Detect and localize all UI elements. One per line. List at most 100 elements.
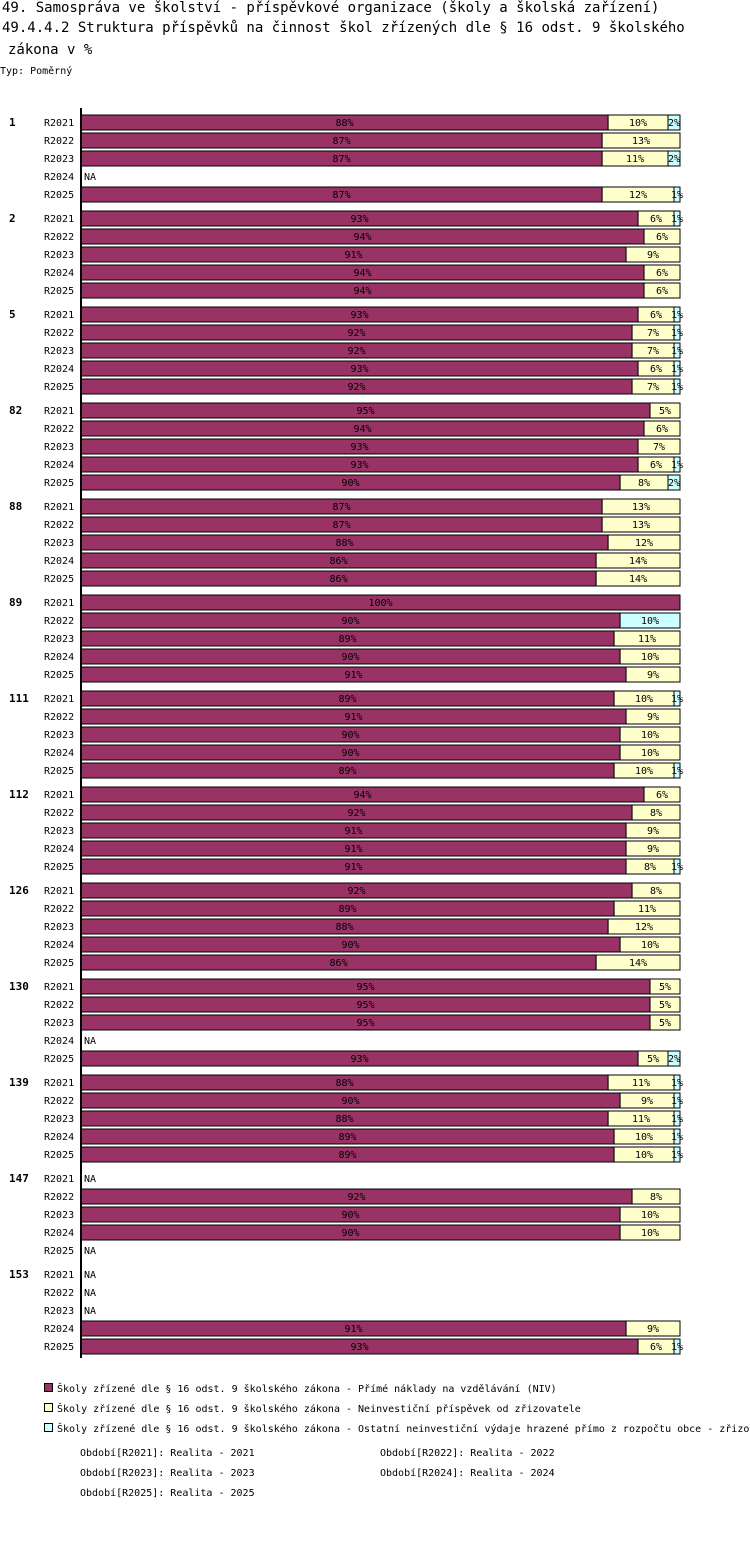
bar-segment-130-R2025-s2 — [667, 1050, 681, 1067]
data-label-1-R2021-s2: 2% — [668, 118, 680, 129]
data-label-1-R2021-s0: 88% — [336, 118, 354, 129]
period-label-5-R2024: R2024 — [44, 364, 74, 375]
bar-segment-89-R2025-s1 — [625, 666, 681, 683]
data-label-130-R2021-s1: 5% — [659, 982, 671, 993]
bar-segment-130-R2021-s1 — [649, 978, 681, 995]
data-label-112-R2021-s0: 94% — [353, 790, 371, 801]
bar-segment-111-R2025-s2 — [673, 762, 681, 779]
period-label-126-R2021: R2021 — [44, 886, 74, 897]
data-label-139-R2021-s2: 1% — [671, 1078, 683, 1089]
period-label-88-R2024: R2024 — [44, 556, 74, 567]
data-label-88-R2023-s1: 12% — [635, 538, 653, 549]
data-label-2-R2025-s1: 6% — [656, 286, 668, 297]
period-label-82-R2024: R2024 — [44, 460, 74, 471]
data-label-1-R2023-s1: 11% — [626, 154, 644, 165]
bar-segment-111-R2021-s2 — [673, 690, 681, 707]
data-label-1-R2022-s0: 87% — [333, 136, 351, 147]
data-label-88-R2022-s1: 13% — [632, 520, 650, 531]
bar-segment-2-R2022-s1 — [643, 228, 681, 245]
data-label-2-R2024-s0: 94% — [353, 268, 371, 279]
data-label-82-R2021-s1: 5% — [659, 406, 671, 417]
data-label-82-R2024-s1: 6% — [650, 460, 662, 471]
data-label-82-R2024-s0: 93% — [351, 460, 369, 471]
data-label-111-R2023-s1: 10% — [641, 730, 659, 741]
group-label-126: 126 — [9, 884, 29, 897]
data-label-89-R2022-s0: 90% — [342, 616, 360, 627]
period-label-2-R2025: R2025 — [44, 286, 74, 297]
bar-segment-126-R2021-s1 — [631, 882, 681, 899]
data-label-5-R2024-s0: 93% — [351, 364, 369, 375]
group-label-153: 153 — [9, 1268, 29, 1281]
data-label-139-R2022-s1: 9% — [641, 1096, 653, 1107]
period-label-147-R2023: R2023 — [44, 1210, 74, 1221]
data-label-111-R2025-s0: 89% — [339, 766, 357, 777]
bar-segment-111-R2023-s1 — [619, 726, 681, 743]
period-label-147-R2022: R2022 — [44, 1192, 74, 1203]
data-label-112-R2025-s1: 8% — [644, 862, 656, 873]
data-label-126-R2024-s0: 90% — [342, 940, 360, 951]
period-label-111-R2021: R2021 — [44, 694, 74, 705]
period-label-111-R2024: R2024 — [44, 748, 74, 759]
bar-segment-89-R2023-s1 — [613, 630, 681, 647]
data-label-111-R2021-s2: 1% — [671, 694, 683, 705]
data-label-126-R2022-s0: 89% — [339, 904, 357, 915]
period-label-89-R2025: R2025 — [44, 670, 74, 681]
data-label-126-R2023-s0: 88% — [336, 922, 354, 933]
legend-swatch-neinv — [44, 1403, 53, 1412]
period-r2024: Období[R2024]: Realita - 2024 — [380, 1468, 555, 1479]
data-label-1-R2025-s0: 87% — [333, 190, 351, 201]
period-label-112-R2025: R2025 — [44, 862, 74, 873]
bar-segment-82-R2021-s1 — [649, 402, 681, 419]
na-label-153-R2022: NA — [84, 1288, 96, 1299]
data-label-5-R2023-s0: 92% — [348, 346, 366, 357]
bar-segment-111-R2022-s1 — [625, 708, 681, 725]
data-label-82-R2025-s2: 2% — [668, 478, 680, 489]
period-label-1-R2025: R2025 — [44, 190, 74, 201]
data-label-89-R2024-s1: 10% — [641, 652, 659, 663]
data-label-5-R2024-s2: 1% — [671, 364, 683, 375]
data-label-2-R2024-s1: 6% — [656, 268, 668, 279]
bar-segment-5-R2023-s2 — [673, 342, 681, 359]
data-label-2-R2022-s0: 94% — [353, 232, 371, 243]
bar-segment-1-R2025-s2 — [673, 186, 681, 203]
period-label-126-R2025: R2025 — [44, 958, 74, 969]
data-label-111-R2024-s1: 10% — [641, 748, 659, 759]
bar-segment-1-R2021-s2 — [667, 114, 681, 131]
period-label-2-R2021: R2021 — [44, 214, 74, 225]
data-label-82-R2023-s1: 7% — [653, 442, 665, 453]
data-label-111-R2022-s0: 91% — [345, 712, 363, 723]
chart-title-line3: zákona v % — [8, 42, 93, 58]
bar-segment-5-R2025-s2 — [673, 378, 681, 395]
bar-segment-88-R2025-s1 — [595, 570, 681, 587]
data-label-5-R2024-s1: 6% — [650, 364, 662, 375]
data-label-82-R2025-s0: 90% — [342, 478, 360, 489]
period-label-126-R2022: R2022 — [44, 904, 74, 915]
data-label-139-R2024-s2: 1% — [671, 1132, 683, 1143]
period-label-88-R2025: R2025 — [44, 574, 74, 585]
data-label-111-R2024-s0: 90% — [342, 748, 360, 759]
bar-segment-139-R2023-s2 — [673, 1110, 681, 1127]
data-label-2-R2023-s0: 91% — [345, 250, 363, 261]
period-label-139-R2022: R2022 — [44, 1096, 74, 1107]
data-label-89-R2023-s1: 11% — [638, 634, 656, 645]
data-label-130-R2023-s0: 95% — [356, 1018, 374, 1029]
data-label-130-R2022-s0: 95% — [356, 1000, 374, 1011]
data-label-111-R2021-s1: 10% — [635, 694, 653, 705]
data-label-111-R2025-s1: 10% — [635, 766, 653, 777]
period-r2023: Období[R2023]: Realita - 2023 — [80, 1468, 255, 1479]
data-label-82-R2025-s1: 8% — [638, 478, 650, 489]
data-label-2-R2021-s1: 6% — [650, 214, 662, 225]
data-label-112-R2022-s1: 8% — [650, 808, 662, 819]
period-label-1-R2023: R2023 — [44, 154, 74, 165]
bar-segment-89-R2024-s1 — [619, 648, 681, 665]
legend-item-neinv: Školy zřízené dle § 16 odst. 9 školského… — [44, 1403, 581, 1415]
bar-segment-126-R2024-s1 — [619, 936, 681, 953]
legend-label-niv: Školy zřízené dle § 16 odst. 9 školského… — [57, 1384, 557, 1395]
period-label-89-R2022: R2022 — [44, 616, 74, 627]
data-label-112-R2023-s1: 9% — [647, 826, 659, 837]
data-label-89-R2025-s0: 91% — [345, 670, 363, 681]
data-label-5-R2022-s1: 7% — [647, 328, 659, 339]
chart-title-line1: 49. Samospráva ve školství - příspěvkové… — [2, 0, 660, 16]
data-label-153-R2025-s1: 6% — [650, 1342, 662, 1353]
period-label-147-R2021: R2021 — [44, 1174, 74, 1185]
